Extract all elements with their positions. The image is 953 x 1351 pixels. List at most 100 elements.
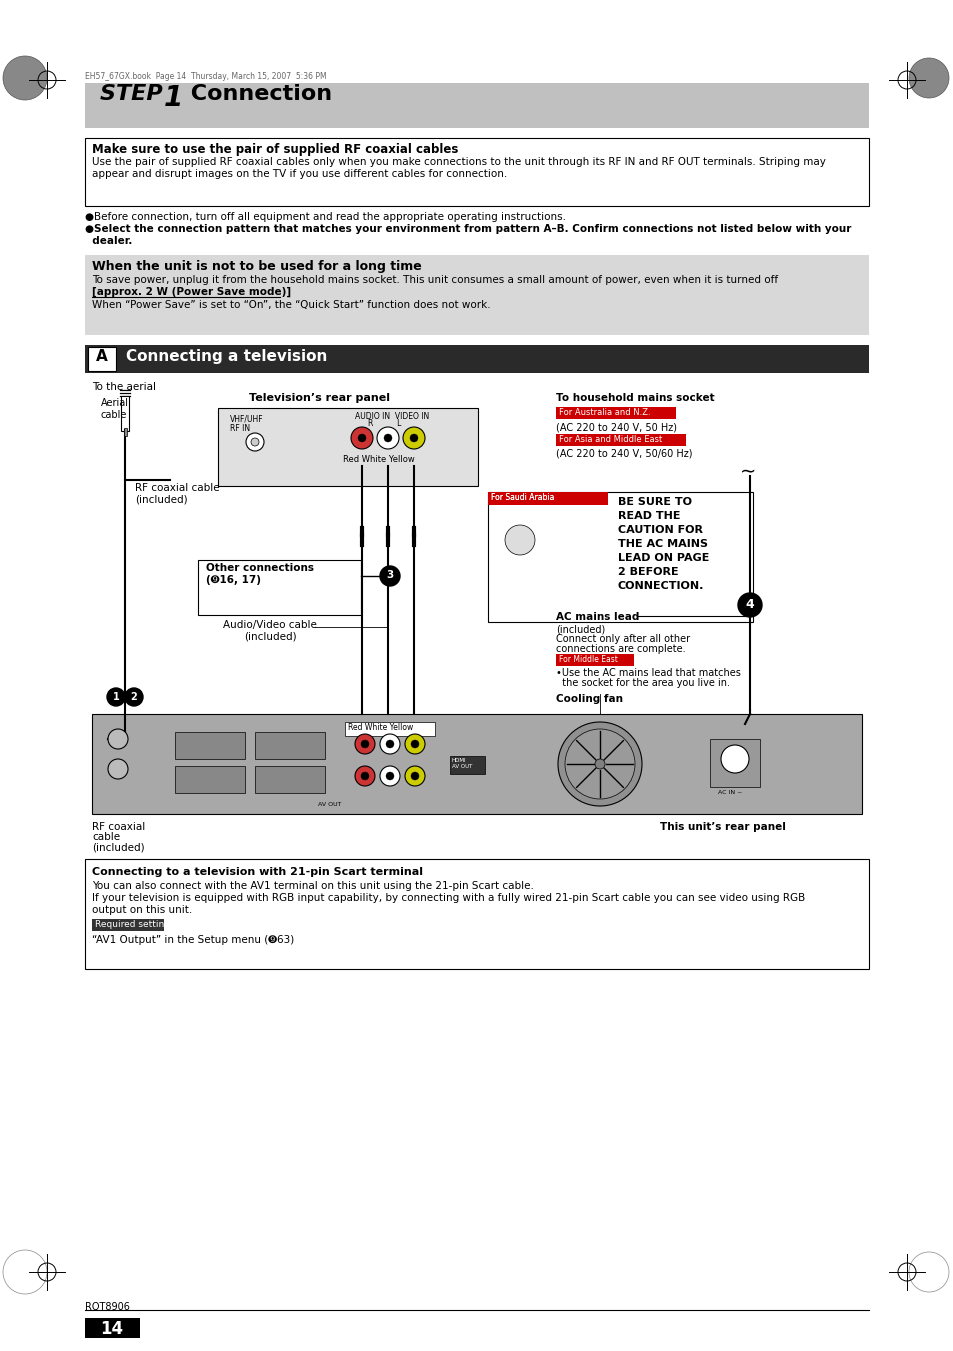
Text: 14: 14: [100, 1320, 124, 1337]
Text: RF coaxial cable
(included): RF coaxial cable (included): [135, 484, 219, 505]
Circle shape: [3, 55, 47, 100]
Circle shape: [564, 730, 635, 798]
Circle shape: [379, 566, 399, 586]
Text: Aerial
cable: Aerial cable: [101, 399, 129, 420]
Circle shape: [411, 740, 418, 748]
Text: STEP: STEP: [100, 84, 171, 104]
Text: R          L: R L: [368, 419, 401, 428]
Text: (AC 220 to 240 V, 50/60 Hz): (AC 220 to 240 V, 50/60 Hz): [556, 449, 692, 459]
Text: A: A: [96, 349, 108, 363]
Bar: [85, 82, 868, 128]
Text: When “Power Save” is set to “On”, the “Quick Start” function does not work.: When “Power Save” is set to “On”, the “Q…: [91, 300, 490, 309]
Circle shape: [504, 526, 535, 555]
Bar: [174, 732, 245, 759]
Text: 1: 1: [164, 84, 183, 112]
Text: (AC 220 to 240 V, 50 Hz): (AC 220 to 240 V, 50 Hz): [556, 422, 677, 432]
Circle shape: [351, 427, 373, 449]
Bar: [450, 757, 484, 774]
Text: For Saudi Arabia: For Saudi Arabia: [491, 493, 554, 503]
Bar: [85, 1319, 140, 1337]
Text: To save power, unplug it from the household mains socket. This unit consumes a s: To save power, unplug it from the househ…: [91, 276, 778, 285]
Bar: [709, 739, 760, 788]
Text: AV OUT: AV OUT: [318, 802, 341, 807]
Text: For Asia and Middle East: For Asia and Middle East: [558, 435, 661, 444]
Text: Connecting to a television with 21-pin Scart terminal: Connecting to a television with 21-pin S…: [91, 867, 422, 877]
Bar: [85, 255, 868, 335]
Circle shape: [411, 771, 418, 780]
Circle shape: [908, 58, 948, 99]
Text: VHF/UHF
RF IN: VHF/UHF RF IN: [230, 413, 263, 434]
Circle shape: [360, 771, 369, 780]
Bar: [488, 492, 607, 505]
Bar: [254, 732, 325, 759]
Text: ∼: ∼: [740, 462, 756, 481]
Text: To the aerial: To the aerial: [91, 382, 156, 392]
Bar: [488, 492, 607, 505]
Text: If your television is equipped with RGB input capability, by connecting with a f: If your television is equipped with RGB …: [91, 893, 804, 902]
Bar: [174, 766, 245, 793]
Bar: [198, 561, 360, 615]
Text: To household mains socket: To household mains socket: [556, 393, 714, 403]
Text: ●Before connection, turn off all equipment and read the appropriate operating in: ●Before connection, turn off all equipme…: [85, 212, 565, 222]
Circle shape: [405, 734, 424, 754]
Text: You can also connect with the AV1 terminal on this unit using the 21-pin Scart c: You can also connect with the AV1 termin…: [91, 881, 534, 892]
Bar: [556, 407, 676, 419]
Text: RQT8906: RQT8906: [85, 1302, 130, 1312]
Text: HDMI
AV OUT: HDMI AV OUT: [452, 758, 472, 769]
Circle shape: [558, 721, 641, 807]
Circle shape: [384, 434, 392, 442]
Bar: [254, 766, 325, 793]
Text: (included): (included): [91, 842, 145, 852]
Text: EH57_67GX.book  Page 14  Thursday, March 15, 2007  5:36 PM: EH57_67GX.book Page 14 Thursday, March 1…: [85, 72, 326, 81]
Circle shape: [125, 688, 143, 707]
Bar: [88, 347, 116, 372]
Bar: [121, 396, 129, 431]
Circle shape: [108, 730, 128, 748]
Circle shape: [379, 766, 399, 786]
Circle shape: [251, 438, 258, 446]
Circle shape: [246, 434, 264, 451]
Text: [approx. 2 W (Power Save mode)]: [approx. 2 W (Power Save mode)]: [91, 286, 291, 297]
Text: For Middle East: For Middle East: [558, 655, 618, 663]
Text: 2: 2: [131, 692, 137, 703]
Bar: [91, 713, 862, 815]
Bar: [91, 919, 164, 931]
Text: Television’s rear panel: Television’s rear panel: [250, 393, 390, 403]
Text: Connection: Connection: [183, 84, 332, 104]
Circle shape: [386, 740, 394, 748]
Text: “AV1 Output” in the Setup menu (➒63): “AV1 Output” in the Setup menu (➒63): [91, 935, 294, 944]
Text: BE SURE TO
READ THE
CAUTION FOR
THE AC MAINS
LEAD ON PAGE
2 BEFORE
CONNECTION.: BE SURE TO READ THE CAUTION FOR THE AC M…: [618, 497, 709, 590]
Text: Connect only after all other: Connect only after all other: [556, 634, 689, 644]
Bar: [218, 408, 477, 486]
Circle shape: [355, 766, 375, 786]
Text: Make sure to use the pair of supplied RF coaxial cables: Make sure to use the pair of supplied RF…: [91, 143, 457, 155]
Text: Red White Yellow: Red White Yellow: [343, 455, 415, 463]
Text: connections are complete.: connections are complete.: [556, 644, 685, 654]
Text: dealer.: dealer.: [85, 236, 132, 246]
Bar: [85, 859, 868, 969]
Text: 4: 4: [745, 598, 754, 611]
Circle shape: [107, 688, 125, 707]
Circle shape: [738, 593, 761, 617]
Text: When the unit is not to be used for a long time: When the unit is not to be used for a lo…: [91, 259, 421, 273]
Text: Connecting a television: Connecting a television: [126, 349, 327, 363]
Text: Required setting: Required setting: [95, 920, 170, 929]
Text: Audio/Video cable
(included): Audio/Video cable (included): [223, 620, 316, 642]
Text: output on this unit.: output on this unit.: [91, 905, 193, 915]
Text: AUDIO IN  VIDEO IN: AUDIO IN VIDEO IN: [355, 412, 429, 422]
Bar: [488, 492, 752, 621]
Text: appear and disrupt images on the TV if you use different cables for connection.: appear and disrupt images on the TV if y…: [91, 169, 507, 178]
Text: Other connections
(➒16, 17): Other connections (➒16, 17): [206, 563, 314, 585]
Bar: [85, 345, 868, 373]
Circle shape: [376, 427, 398, 449]
Circle shape: [355, 734, 375, 754]
Text: •Use the AC mains lead that matches: •Use the AC mains lead that matches: [556, 667, 740, 678]
Text: ●Select the connection pattern that matches your environment from pattern A–B. C: ●Select the connection pattern that matc…: [85, 224, 850, 234]
Text: Cooling fan: Cooling fan: [556, 694, 622, 704]
Text: This unit’s rear panel: This unit’s rear panel: [659, 821, 785, 832]
Bar: [345, 721, 435, 736]
Text: AC IN ~: AC IN ~: [718, 790, 741, 794]
Circle shape: [357, 434, 366, 442]
Circle shape: [405, 766, 424, 786]
Circle shape: [402, 427, 424, 449]
